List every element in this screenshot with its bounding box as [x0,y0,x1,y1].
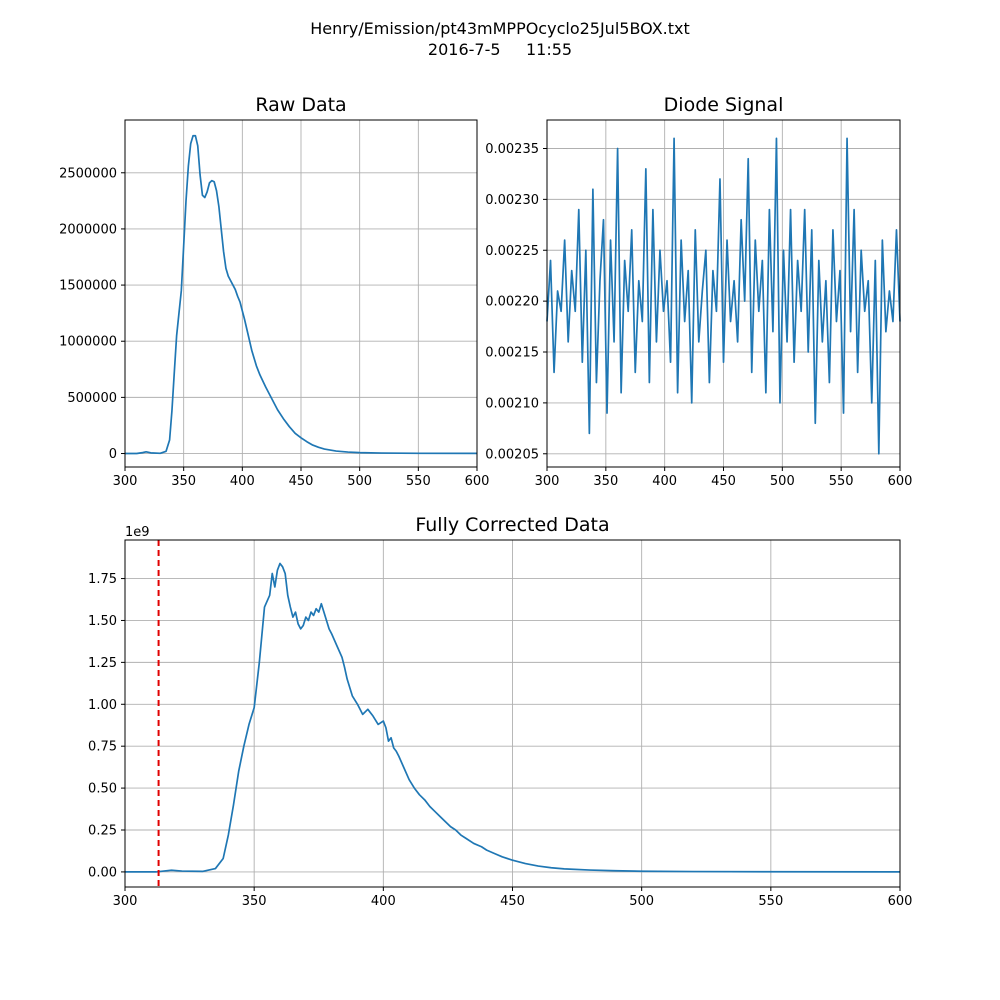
y-tick-label: 500000 [67,391,117,406]
y-tick-label: 0.75 [88,740,117,755]
x-tick-label: 400 [652,474,677,489]
x-tick-label: 300 [113,474,138,489]
y-tick-label: 1.75 [88,572,117,587]
raw-data-chart: 300 350 400 450 500 550 600 0 500000 1000000 15000… [59,94,489,489]
y-offset-label: 1e9 [125,525,150,540]
y-tick-label: 0.50 [88,782,117,797]
series-line [125,562,901,873]
x-tick-label: 400 [230,474,255,489]
diode-signal-chart: 300 350 400 450 500 550 600 0.00205 0.00210 0.002… [485,94,912,489]
x-tick-label: 600 [888,894,913,909]
y-tick-label: 1.00 [88,698,117,713]
y-tick-label: 0.00225 [485,244,539,259]
x-tick-label: 300 [535,474,560,489]
x-tick-label: 350 [593,474,618,489]
x-tick-label: 350 [171,474,196,489]
series-line [546,137,901,455]
y-tick-label: 0.00230 [485,193,539,208]
x-tick-label: 600 [888,474,913,489]
x-tick-label: 350 [242,894,267,909]
axes-title: Diode Signal [664,94,784,116]
y-tick-label: 0.00235 [485,142,539,157]
y-tick-label: 0.00210 [485,396,539,411]
axes-title: Raw Data [255,94,346,116]
x-tick-label: 500 [629,894,654,909]
y-tick-label: 2000000 [59,222,117,237]
y-tick-label: 0.00 [88,865,117,880]
y-tick-label: 1.50 [88,614,117,629]
axes-title: Fully Corrected Data [415,514,609,536]
y-tick-label: 0.00215 [485,346,539,361]
y-tick-label: 1000000 [59,335,117,350]
x-tick-label: 450 [711,474,736,489]
y-tick-label: 2500000 [59,166,117,181]
figure-title-line2: 2016-7-5 11:55 [428,40,572,59]
x-tick-label: 400 [371,894,396,909]
fully-corrected-chart: 300 350 400 450 500 550 600 0.00 0.25 0.50 0.75 1.0… [88,514,912,909]
x-tick-label: 550 [758,894,783,909]
x-tick-label: 500 [770,474,795,489]
x-tick-label: 550 [829,474,854,489]
x-tick-label: 550 [406,474,431,489]
x-tick-label: 300 [113,894,138,909]
y-tick-label: 1.25 [88,656,117,671]
y-tick-label: 0.00220 [485,295,539,310]
y-tick-label: 0.25 [88,824,117,839]
series-line [125,134,478,455]
x-tick-label: 450 [289,474,314,489]
figure-title-line1: Henry/Emission/pt43mMPPOcyclo25Jul5BOX.t… [310,19,690,38]
x-tick-label: 500 [347,474,372,489]
x-tick-label: 450 [500,894,525,909]
x-tick-label: 600 [465,474,490,489]
y-tick-label: 0.00205 [485,447,539,462]
y-tick-label: 0 [109,447,117,462]
y-tick-label: 1500000 [59,279,117,294]
